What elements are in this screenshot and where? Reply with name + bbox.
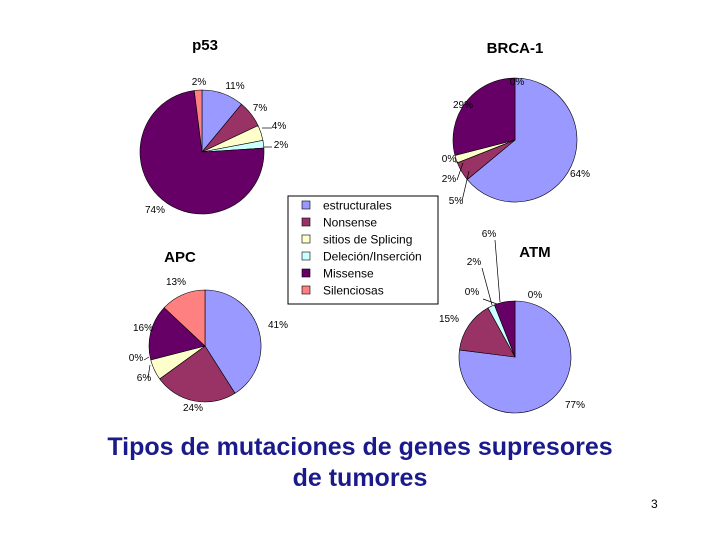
pie-atm: ATM 77% 15% 0% 2% 6% 0% — [439, 229, 585, 414]
page-number: 3 — [651, 497, 658, 511]
pie-data-label: 0% — [129, 353, 144, 364]
leader-line — [481, 267, 493, 306]
pie-data-label: 0% — [528, 290, 543, 301]
pie-slice-estructurales — [458, 300, 572, 414]
page-title-line-2: de tumores — [292, 464, 428, 492]
pie-data-label: 16% — [133, 323, 153, 334]
leader-line — [482, 298, 498, 305]
pie-data-label: 2% — [467, 257, 482, 268]
pie-slice-missense — [148, 307, 206, 361]
legend-swatch — [301, 251, 311, 261]
pie-data-label: 74% — [145, 205, 165, 216]
pie-slice-estructurales — [466, 77, 578, 203]
pie-slice-estructurales — [204, 289, 262, 394]
pie-data-label: 64% — [570, 169, 590, 180]
pie-slice-nonsense — [159, 345, 236, 403]
legend-label: sitios de Splicing — [323, 233, 412, 247]
pie-data-label: 41% — [268, 320, 288, 331]
legend-swatch — [301, 285, 311, 295]
legend-swatch — [301, 200, 311, 210]
chart-title: p53 — [192, 37, 218, 54]
legend-label: Deleción/Inserción — [323, 250, 422, 264]
pie-slice-missense — [452, 77, 516, 156]
page-title-line-1: Tipos de mutaciones de genes supresores — [107, 433, 613, 461]
pie-data-label: 24% — [183, 403, 203, 414]
pie-data-label: 6% — [482, 229, 497, 240]
pie-data-label: 29% — [453, 100, 473, 111]
page-title: Tipos de mutaciones de genes supresores … — [40, 432, 680, 494]
legend-label: Missense — [323, 267, 374, 281]
pie-data-label: 0% — [442, 154, 457, 165]
pie-data-label: 7% — [253, 103, 268, 114]
legend-label: Silenciosas — [323, 284, 384, 298]
leader-line — [143, 356, 150, 361]
pie-brca-1: BRCA-1 64% 5% 2% 0% 29% 0% — [442, 40, 590, 207]
pie-data-label: 4% — [272, 121, 287, 132]
chart-title: BRCA-1 — [487, 40, 544, 57]
leader-line — [494, 239, 501, 303]
legend-swatch — [301, 268, 311, 278]
leader-line — [147, 364, 151, 379]
legend-swatch — [301, 217, 311, 227]
chart-title: ATM — [519, 244, 550, 261]
legend-swatch — [301, 234, 311, 244]
pie-data-label: 15% — [439, 314, 459, 325]
pie-data-label: 0% — [510, 77, 525, 88]
pie-data-label: 2% — [192, 77, 207, 88]
legend-box — [287, 195, 439, 305]
pie-data-label: 2% — [442, 174, 457, 185]
legend: estructurales Nonsense sitios de Splicing D… — [287, 195, 439, 305]
pie-slice-missense — [139, 90, 265, 215]
pie-data-label: 0% — [465, 287, 480, 298]
pie-data-label: 11% — [225, 81, 244, 92]
pie-slice-missense — [494, 300, 516, 358]
pie-charts: p5311%7%4%2%74%2%BRCA-164%5%2%0%29%0%APC… — [129, 37, 590, 414]
leader-line — [456, 162, 464, 181]
leader-line — [461, 170, 470, 202]
pie-apc: APC 41% 24% 6% 0% 16% 13% — [129, 249, 288, 414]
pie-slice-silenciosas — [163, 289, 206, 347]
chart-title: APC — [164, 249, 196, 266]
legend-label: Nonsense — [323, 216, 377, 230]
pie-data-label: 6% — [137, 373, 152, 384]
pie-data-label: 77% — [565, 400, 585, 411]
pie-p53: p53 11% 7% 4% 2% 74% 2% — [139, 37, 289, 216]
pie-data-label: 2% — [274, 140, 289, 151]
pie-slice-nonsense — [459, 307, 516, 358]
pie-slice-silenciosas — [193, 89, 203, 153]
pie-data-label: 13% — [166, 277, 186, 288]
pie-data-label: 5% — [449, 196, 464, 207]
legend-label: estructurales — [323, 199, 392, 213]
